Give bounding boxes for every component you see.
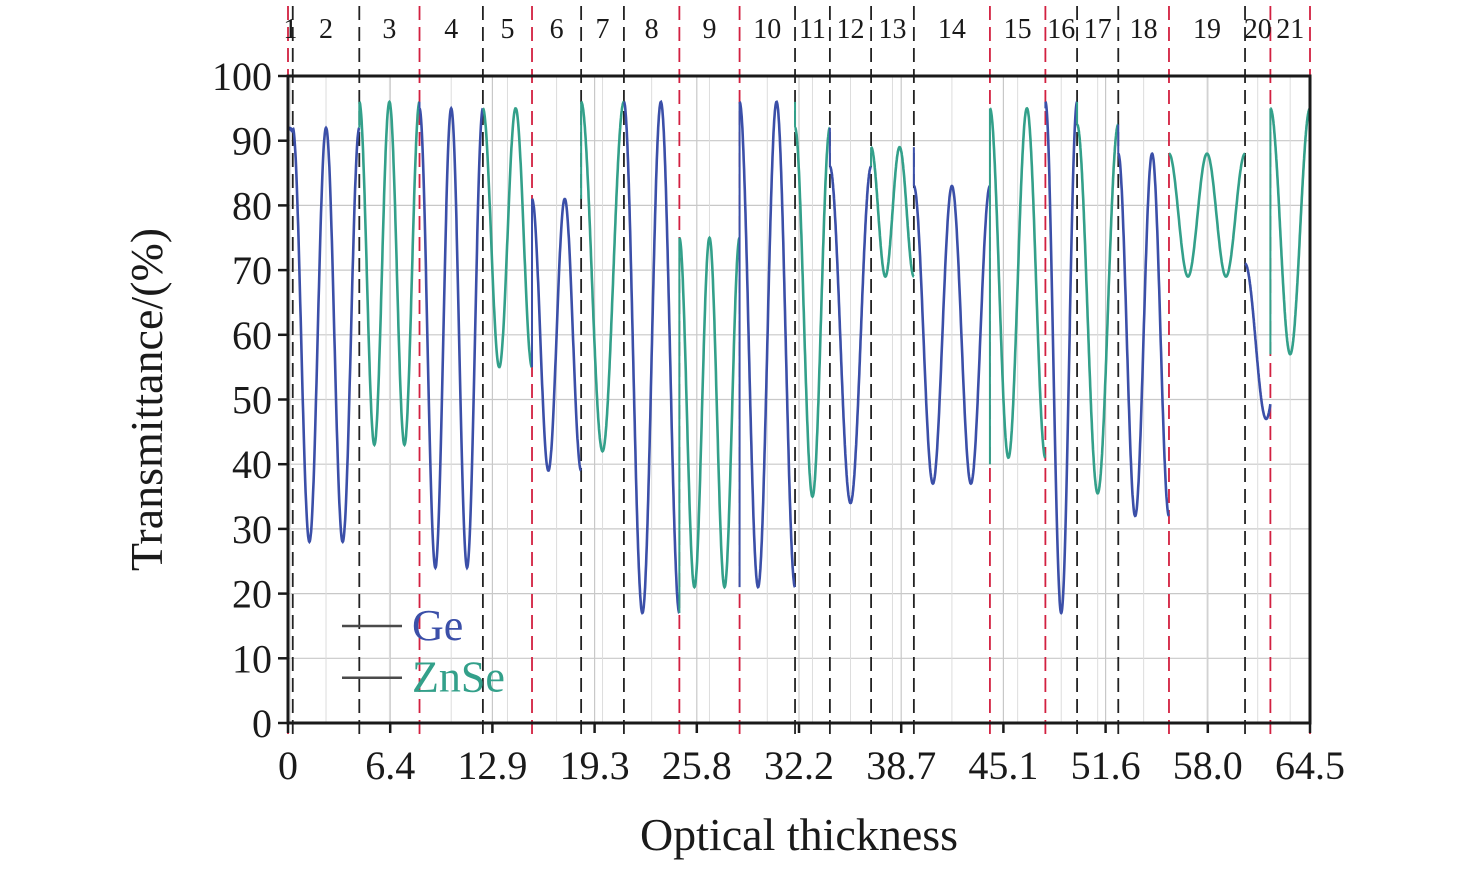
legend-label: ZnSe [412, 653, 505, 702]
y-axis-ticks: 0 10 20 30 40 50 60 70 80 90 100 [212, 54, 288, 746]
x-tick-label: 32.2 [764, 743, 834, 788]
y-tick-label: 70 [232, 248, 272, 293]
layer-number-label: 4 [444, 14, 458, 45]
series-segment [870, 145, 915, 279]
series-segment [358, 99, 421, 448]
y-tick-label: 90 [232, 119, 272, 164]
layer-number-label: 11 [799, 14, 826, 45]
layer-number-label: 13 [878, 14, 906, 45]
layer-number-label: 9 [702, 14, 716, 45]
layer-number-label: 20 [1244, 14, 1272, 45]
series-segment [1269, 107, 1311, 356]
layer-number-label: 2 [319, 14, 333, 45]
layer-number-label: 15 [1004, 14, 1032, 45]
y-tick-label: 100 [212, 54, 272, 99]
layer-number-label: 16 [1047, 14, 1075, 45]
layer-number-label: 1 [283, 14, 297, 45]
series-segment [913, 184, 991, 486]
layer-number-label: 19 [1193, 14, 1221, 45]
legend-label: Ge [412, 601, 463, 650]
series-segment [1076, 123, 1120, 495]
x-tick-label: 64.5 [1275, 743, 1345, 788]
series-segment [418, 105, 485, 571]
y-tick-label: 80 [232, 183, 272, 228]
x-tick-label: 51.6 [1071, 743, 1141, 788]
x-axis-title: Optical thickness [640, 809, 958, 860]
x-tick-label: 19.3 [560, 743, 630, 788]
x-tick-label: 12.9 [457, 743, 527, 788]
y-tick-label: 20 [232, 572, 272, 617]
series-segment [622, 99, 681, 615]
y-tick-label: 30 [232, 507, 272, 552]
layer-number-label: 3 [382, 14, 396, 45]
series-segment [1168, 152, 1246, 279]
y-tick-label: 60 [232, 313, 272, 358]
series-segment [794, 126, 831, 499]
series-segment [1117, 152, 1171, 518]
layer-number-label: 5 [500, 14, 514, 45]
x-tick-label: 45.1 [968, 743, 1038, 788]
series-segment [291, 125, 361, 545]
layer-number-label: 21 [1276, 14, 1304, 45]
series-segment [829, 165, 872, 505]
x-tick-label: 38.7 [866, 743, 936, 788]
y-tick-label: 10 [232, 636, 272, 681]
x-tick-label: 58.0 [1173, 743, 1243, 788]
grid [288, 76, 1310, 723]
series-segment [482, 107, 533, 369]
series-segment [678, 235, 741, 590]
layer-number-label: 18 [1130, 14, 1158, 45]
series-segment [1044, 100, 1079, 615]
series-segment [738, 100, 797, 589]
y-axis-title: Transmittance/(%) [121, 228, 172, 571]
series-segment [531, 197, 583, 472]
x-tick-label: 6.4 [365, 743, 415, 788]
x-tick-label: 0 [278, 743, 298, 788]
y-tick-label: 40 [232, 442, 272, 487]
layer-number-label: 17 [1084, 14, 1112, 45]
y-tick-label: 0 [252, 701, 272, 746]
series-segment [989, 106, 1047, 460]
x-tick-label: 25.8 [662, 743, 732, 788]
layer-number-label: 7 [596, 14, 610, 45]
y-tick-label: 50 [232, 378, 272, 423]
layer-number-label: 10 [753, 14, 781, 45]
layer-number-label: 8 [645, 14, 659, 45]
series-segment [580, 100, 625, 453]
x-axis-ticks: 0 6.4 12.9 19.3 25.8 32.2 38.7 45.1 51.6 58.0 64.5 [278, 723, 1345, 788]
layer-number-labels: 1 2 3 4 5 6 7 8 9 10 11 12 13 14 15 16 17 18 19 20 21 [283, 14, 1304, 45]
layer-number-label: 6 [550, 14, 564, 45]
layer-number-label: 14 [938, 14, 966, 45]
series-segment [1244, 262, 1272, 421]
layer-number-label: 12 [836, 14, 864, 45]
